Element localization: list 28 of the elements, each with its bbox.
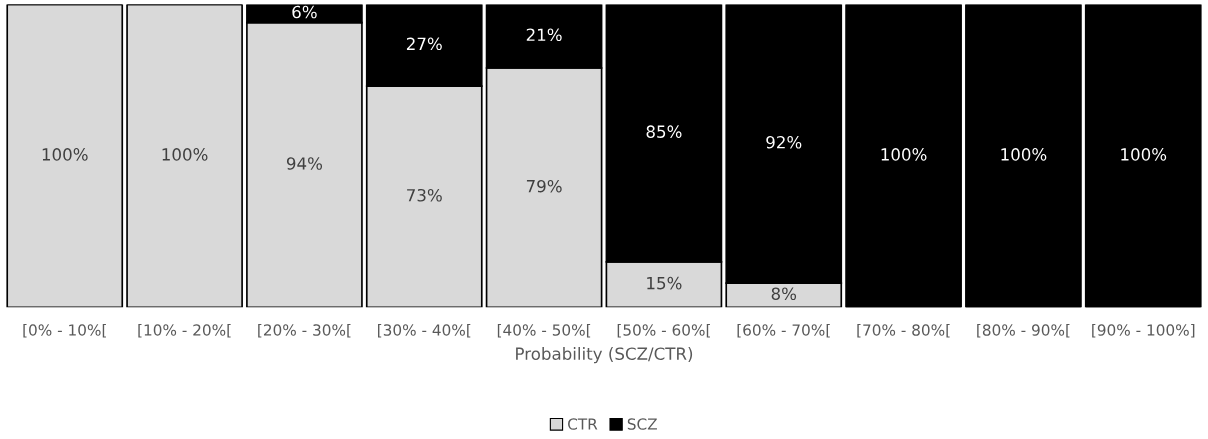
data-label: 73% bbox=[407, 188, 442, 202]
x-tick-label: [80% - 90%[ bbox=[977, 323, 1070, 338]
x-tick-label: [40% - 50%[ bbox=[497, 323, 591, 338]
x-tick-label: [10% - 20%[ bbox=[138, 323, 231, 338]
data-label: 6% bbox=[292, 5, 317, 19]
data-label: 100% bbox=[1001, 148, 1047, 161]
x-tick-label: [90% - 100%] bbox=[1092, 323, 1195, 338]
x-tick-label: [50% - 60%[ bbox=[617, 323, 710, 338]
data-label: 94% bbox=[286, 157, 323, 170]
x-tick-label: [0% - 10%[ bbox=[23, 323, 106, 338]
data-label: 8% bbox=[771, 287, 797, 301]
legend-label: SCZ bbox=[627, 418, 657, 430]
data-label: 27% bbox=[406, 37, 442, 51]
data-label: 15% bbox=[647, 276, 682, 290]
data-label: 100% bbox=[1121, 148, 1167, 161]
x-tick-label: [20% - 30%[ bbox=[258, 323, 351, 338]
x-tick-label: [70% - 80%[ bbox=[857, 323, 950, 338]
data-label: 79% bbox=[526, 179, 562, 193]
x-axis-title: Probability (SCZ/CTR) bbox=[516, 347, 693, 364]
data-label: 100% bbox=[881, 148, 927, 161]
data-label: 92% bbox=[766, 135, 802, 149]
data-label: 100% bbox=[162, 148, 208, 161]
x-tick-label: [60% - 70%[ bbox=[737, 323, 830, 338]
legend-label: CTR bbox=[568, 418, 598, 430]
data-label: 100% bbox=[42, 148, 88, 161]
x-tick-label: [30% - 40%[ bbox=[378, 323, 471, 338]
data-label: 85% bbox=[646, 125, 682, 138]
data-label: 21% bbox=[526, 28, 562, 42]
